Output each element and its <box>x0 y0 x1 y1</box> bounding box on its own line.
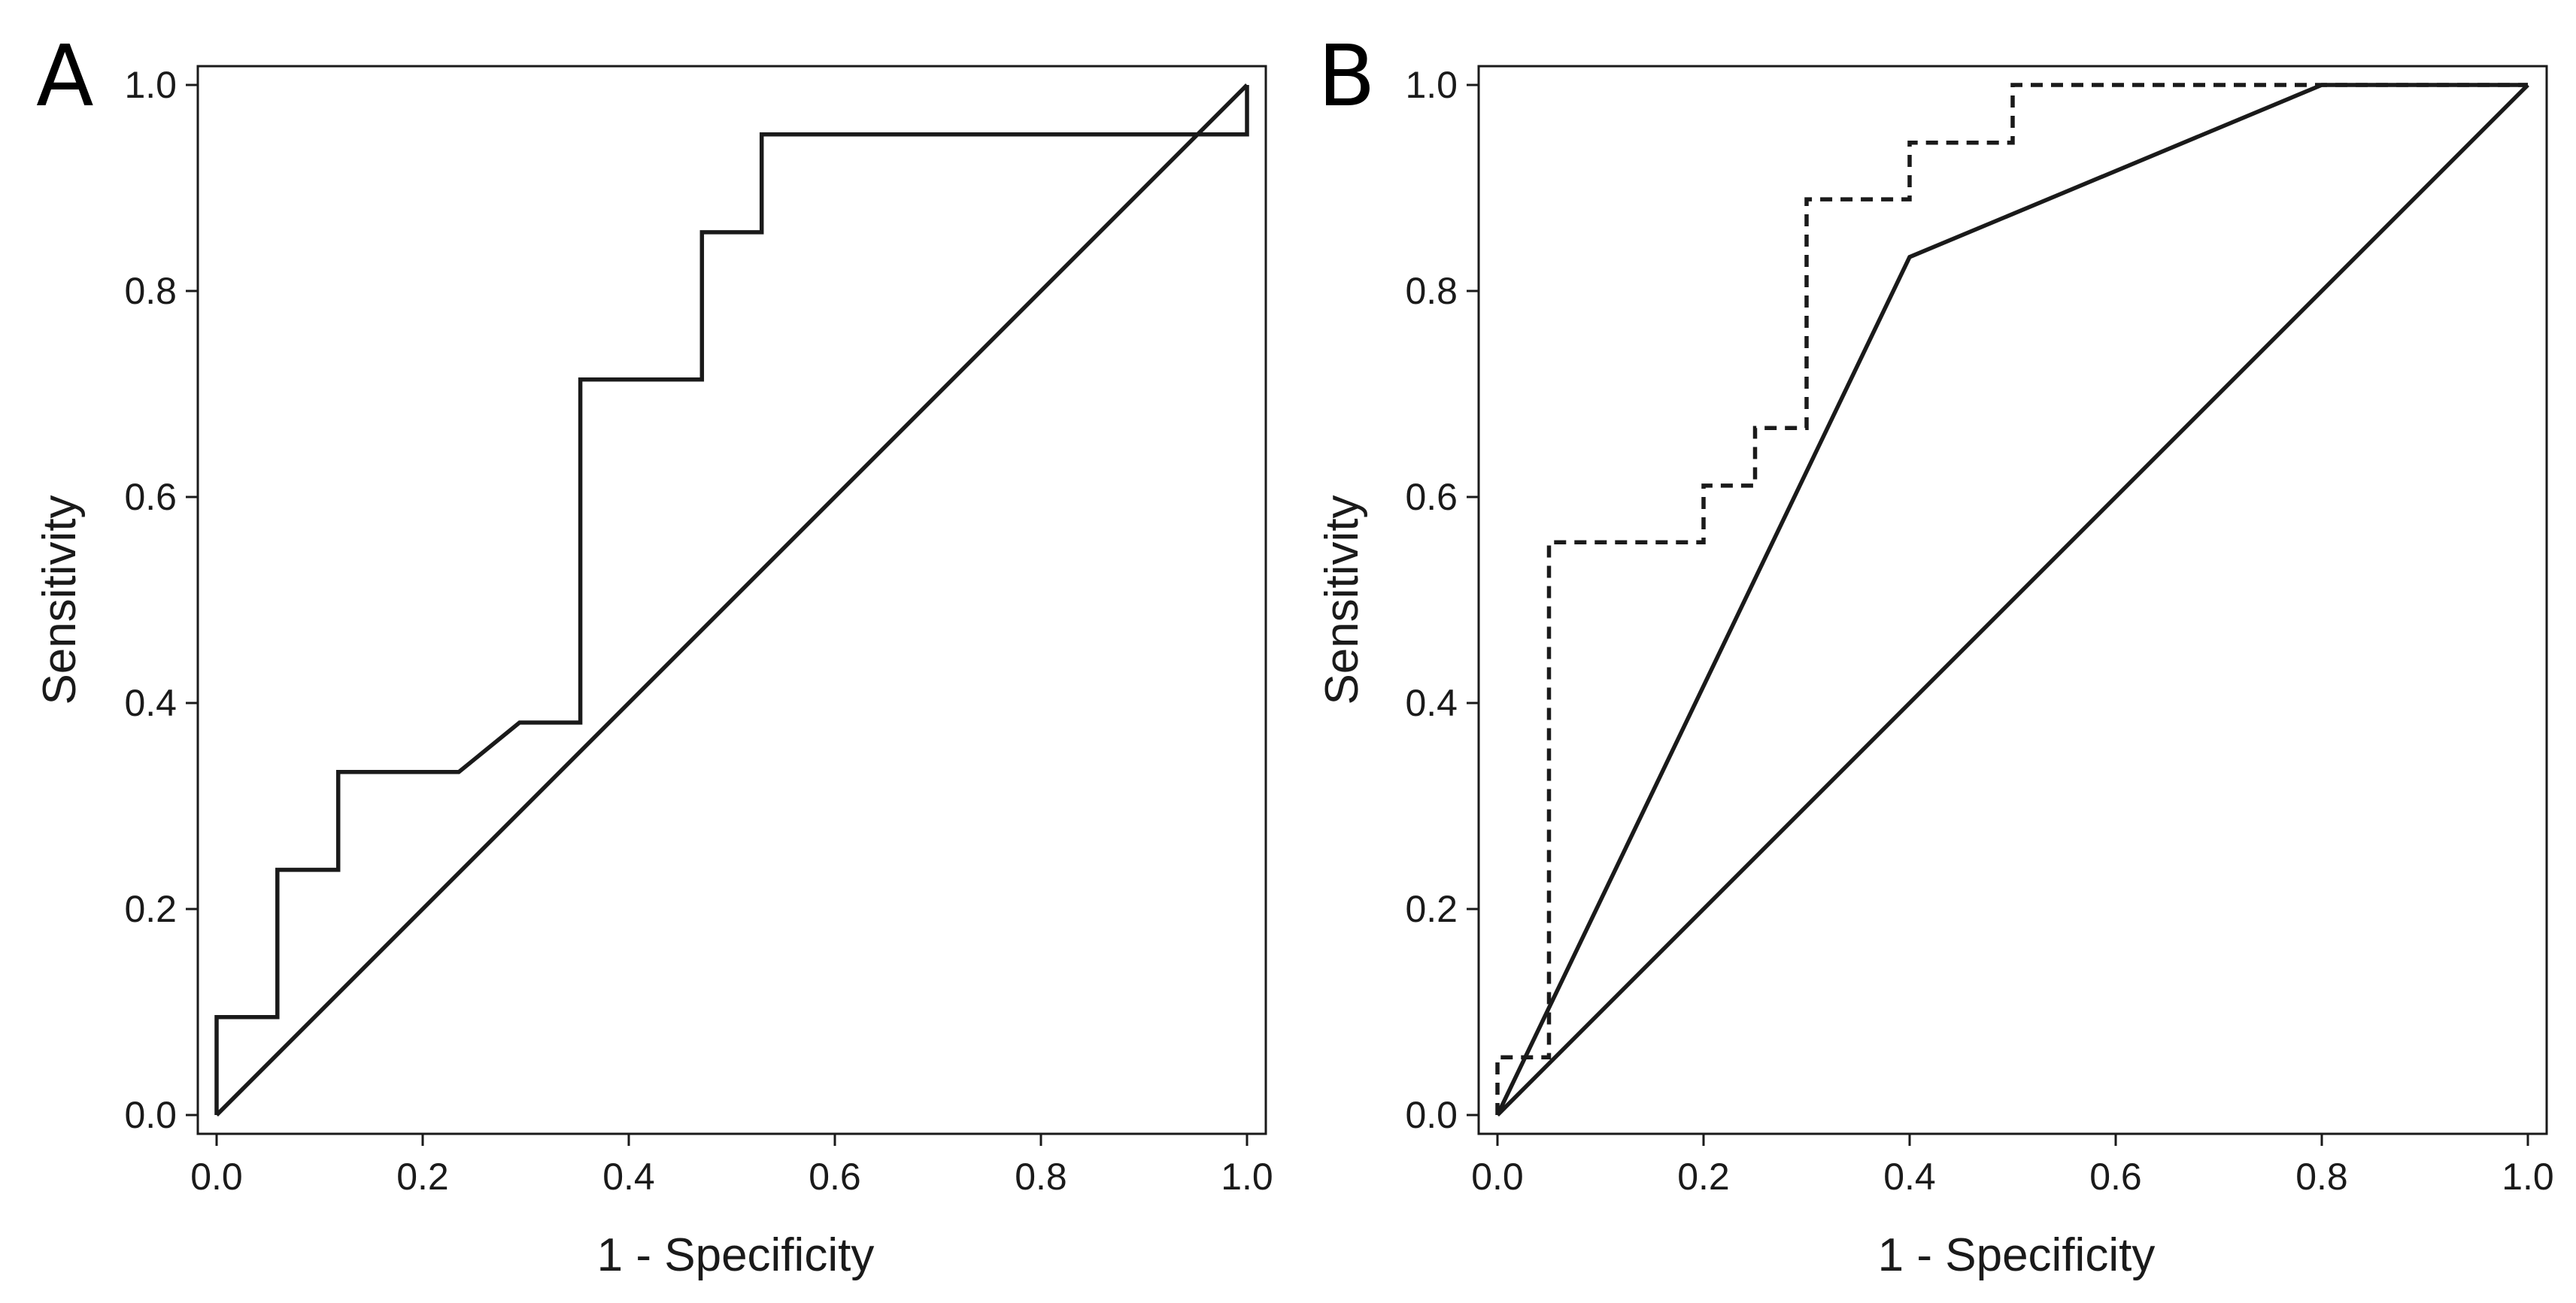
panel-b-y-tick-label: 0.2 <box>1405 888 1458 930</box>
panel-b-solid-roc-curve <box>1495 83 2528 1117</box>
panel-a-y-tick-label: 0.0 <box>124 1094 177 1136</box>
panel-a-letter: A <box>36 28 94 126</box>
panel-b-y-tick-label: 0.0 <box>1405 1094 1458 1136</box>
panel-a-y-tick-label: 0.4 <box>124 682 177 724</box>
panel-a-x-tick-label: 0.2 <box>396 1156 449 1198</box>
panel-b-letter: B <box>1318 28 1376 126</box>
panel-a-x-tick-label: 0.6 <box>809 1156 861 1198</box>
panel-a-x-tick-label: 0.4 <box>602 1156 655 1198</box>
panel-b-y-tick-label: 0.6 <box>1405 476 1458 518</box>
panel-b-series <box>1495 83 2529 1117</box>
panel-a-y-ticks: 0.0 0.2 0.4 0.6 0.8 1.0 <box>124 64 198 1136</box>
panel-b-x-tick-label: 0.8 <box>2295 1156 2348 1198</box>
panel-b-x-tick-label: 0.4 <box>1883 1156 1936 1198</box>
panel-a-x-axis-label: 1 - Specificity <box>597 1229 875 1281</box>
panel-a-x-tick-label: 0.8 <box>1015 1156 1067 1198</box>
panel-a-x-tick-label: 1.0 <box>1221 1156 1273 1198</box>
panel-a-plot-frame <box>196 65 1267 1135</box>
panel-a-y-tick-label: 0.2 <box>124 888 177 930</box>
panel-b-plot-frame <box>1477 65 2548 1135</box>
panel-b: B 0.0 0.2 0.4 0.6 0.8 1.0 0.00.20.40.60.81.0 … <box>1316 28 2554 1281</box>
panel-a-reference-line <box>215 83 1249 1117</box>
panel-b-x-tick-label: 0.2 <box>1677 1156 1730 1198</box>
panel-a-x-ticks: 0.0 0.2 0.4 0.6 0.8 1.0 <box>190 1134 1273 1198</box>
panel-a-series <box>214 83 1249 1117</box>
panel-b-y-ticks: 0.0 0.2 0.4 0.6 0.8 1.0 <box>1405 64 1479 1136</box>
panel-a-y-tick-label: 0.8 <box>124 270 177 312</box>
panel-b-x-axis-label: 1 - Specificity <box>1878 1229 2156 1281</box>
panel-a-y-tick-label: 1.0 <box>124 64 177 106</box>
panel-b-y-tick-label: 1.0 <box>1405 64 1458 106</box>
panel-a-x-tick-label: 0.0 <box>190 1156 243 1198</box>
panel-b-y-axis-label: Sensitivity <box>1316 495 1368 705</box>
panel-b-x-ticks: 0.0 0.2 0.4 0.6 0.8 1.0 <box>1471 1134 2554 1198</box>
panel-a: A 0.0 0.2 0.4 0.6 0.8 1.0 0.00.20.40.60.81.0 … <box>34 28 1273 1281</box>
panel-b-y-tick-label: 0.4 <box>1405 682 1458 724</box>
panel-a-y-axis-label: Sensitivity <box>34 495 86 705</box>
panel-b-reference-line <box>1496 83 2529 1117</box>
panel-b-dashed-roc-curve <box>1495 83 2528 1115</box>
panel-b-x-tick-label: 0.6 <box>2089 1156 2142 1198</box>
panel-b-y-tick-label: 0.8 <box>1405 270 1458 312</box>
panel-a-y-tick-label: 0.6 <box>124 476 177 518</box>
panel-a-roc-curve <box>214 85 1249 1115</box>
panel-b-x-tick-label: 0.0 <box>1471 1156 1524 1198</box>
panel-b-x-tick-label: 1.0 <box>2502 1156 2554 1198</box>
